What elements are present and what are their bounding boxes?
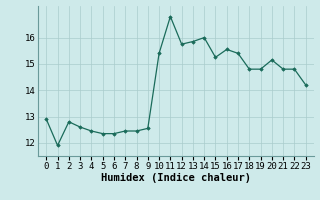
X-axis label: Humidex (Indice chaleur): Humidex (Indice chaleur) [101, 173, 251, 183]
